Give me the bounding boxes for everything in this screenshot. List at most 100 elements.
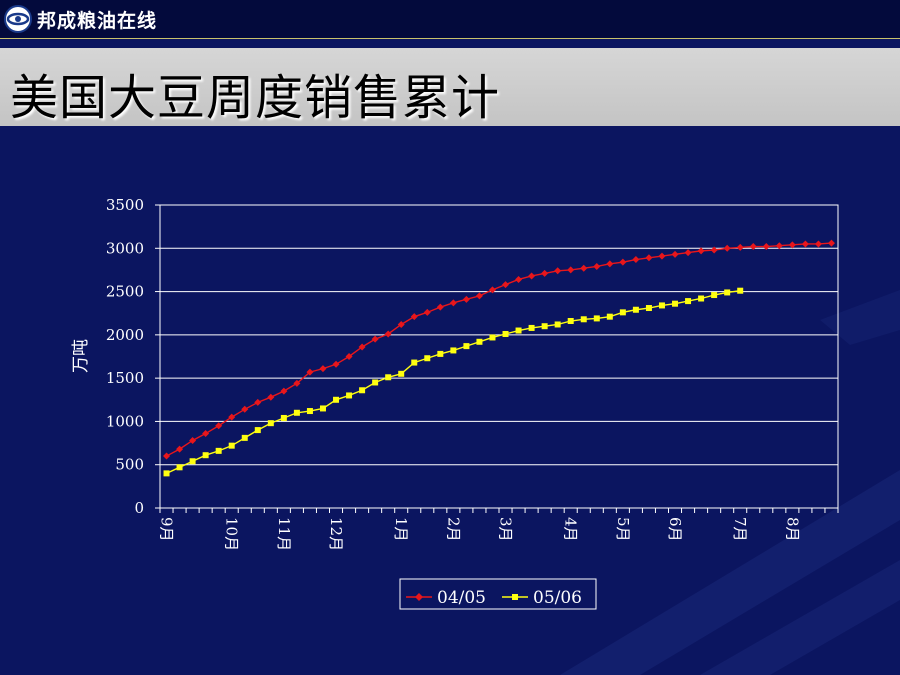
data-point [528, 272, 536, 280]
data-point [580, 264, 588, 272]
x-axis-ticks: 9月 10月 11月 12月 1月 2月 3月 4月 5月 6月 7月 8月 [158, 508, 839, 551]
data-point [423, 308, 431, 316]
data-point [658, 252, 666, 260]
data-point [333, 396, 340, 403]
data-point [541, 323, 548, 330]
data-point [410, 313, 418, 321]
data-point [593, 262, 601, 270]
y-tick-label: 0 [134, 499, 144, 517]
chart-gridlines [160, 247, 838, 466]
data-point [710, 246, 718, 254]
data-point [319, 405, 326, 412]
data-point [515, 327, 522, 334]
x-tick-label: 7月 [731, 517, 749, 542]
data-point [437, 350, 444, 357]
data-point [580, 316, 587, 323]
data-point [632, 306, 639, 313]
data-point [450, 347, 457, 354]
data-point [502, 281, 510, 289]
chart-series [163, 239, 835, 477]
data-point [398, 370, 405, 377]
x-tick-label: 8月 [783, 517, 801, 542]
data-point [163, 470, 170, 477]
data-point [254, 427, 261, 434]
chart-legend: 04/05 05/06 [399, 578, 597, 610]
data-point [502, 330, 509, 337]
data-point [645, 254, 653, 262]
company-logo-icon [4, 5, 32, 33]
plot-area-frame [159, 204, 839, 509]
slide-title: 美国大豆周度销售累计 [10, 70, 501, 126]
data-point [711, 292, 718, 299]
y-tick-label: 1500 [106, 369, 144, 387]
data-point [463, 343, 470, 350]
data-point [541, 269, 549, 277]
brand-name: 邦成粮油在线 [37, 10, 158, 32]
y-tick-label: 2000 [106, 326, 144, 344]
data-point [645, 305, 652, 312]
data-point [306, 408, 313, 415]
legend-label: 05/06 [533, 588, 582, 608]
data-point [462, 295, 470, 303]
data-point [345, 353, 353, 360]
data-point [488, 286, 496, 294]
data-point [254, 398, 262, 406]
data-point [215, 422, 223, 430]
data-point [306, 368, 314, 376]
title-bar [0, 48, 900, 126]
x-tick-label: 10月 [223, 517, 241, 551]
data-point [723, 244, 731, 252]
data-point [827, 239, 835, 247]
series-line-05/06 [166, 290, 741, 475]
data-point [411, 359, 418, 366]
data-point [189, 458, 196, 465]
data-point [397, 320, 405, 328]
legend-box [399, 578, 597, 610]
data-point [554, 321, 561, 328]
data-point [384, 330, 392, 338]
y-tick-label: 500 [115, 456, 144, 474]
x-tick-label: 1月 [392, 517, 410, 542]
data-point [489, 334, 496, 341]
data-point [202, 452, 209, 459]
data-point [372, 379, 379, 386]
x-tick-label: 6月 [666, 517, 684, 542]
data-point [319, 365, 327, 373]
data-point [567, 266, 575, 274]
y-tick-label: 1000 [106, 412, 144, 430]
data-point [267, 393, 275, 401]
data-point [163, 452, 171, 460]
data-point [280, 387, 288, 395]
x-tick-label: 2月 [444, 517, 462, 542]
header-bar: 邦成粮油在线 [0, 0, 900, 39]
data-point [202, 430, 210, 438]
y-tick-label: 3500 [106, 196, 144, 214]
data-point [358, 343, 366, 351]
data-point [424, 355, 431, 362]
x-tick-label: 5月 [614, 517, 632, 542]
y-tick-label: 3000 [106, 239, 144, 257]
series-line-04/05 [166, 242, 832, 457]
data-point [293, 409, 300, 416]
data-point [189, 436, 197, 444]
data-point [449, 299, 457, 307]
data-point [241, 405, 249, 413]
data-point [228, 413, 236, 421]
data-point [332, 360, 340, 368]
data-point [632, 256, 640, 264]
x-tick-label: 11月 [275, 517, 293, 551]
data-point [359, 387, 366, 394]
data-point [724, 289, 731, 296]
data-point [554, 267, 562, 275]
data-point [814, 240, 822, 248]
data-point [293, 379, 301, 387]
data-point [697, 247, 705, 255]
data-point [176, 464, 183, 471]
data-point [685, 298, 692, 305]
data-point [267, 420, 274, 427]
data-point [671, 250, 679, 258]
data-point [762, 243, 770, 251]
data-point [346, 392, 353, 399]
